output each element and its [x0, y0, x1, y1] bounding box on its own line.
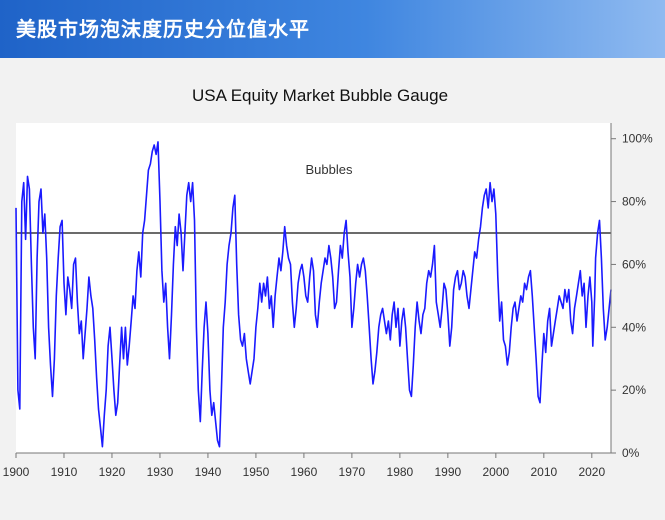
x-tick-label: 1910: [51, 465, 78, 479]
x-tick-label: 1900: [3, 465, 30, 479]
y-tick-label: 100%: [622, 132, 653, 146]
x-tick-label: 2010: [530, 465, 557, 479]
x-tick-label: 1950: [243, 465, 270, 479]
y-tick-label: 60%: [622, 257, 646, 271]
chart-title: USA Equity Market Bubble Gauge: [192, 86, 448, 105]
x-tick-label: 1930: [147, 465, 174, 479]
series-line-0: [15, 141, 612, 448]
x-tick-label: 1960: [291, 465, 318, 479]
chart-container: USA Equity Market Bubble Gauge Bubbles 0…: [0, 58, 665, 516]
x-tick-label: 1940: [195, 465, 222, 479]
x-tick-label: 1980: [387, 465, 414, 479]
y-tick-label: 0%: [622, 446, 640, 460]
x-tick-label: 1990: [435, 465, 462, 479]
bubbles-annotation: Bubbles: [306, 162, 353, 177]
y-tick-label: 40%: [622, 320, 646, 334]
x-tick-label: 1970: [339, 465, 366, 479]
x-tick-label: 1920: [99, 465, 126, 479]
y-tick-label: 20%: [622, 383, 646, 397]
page-header: 美股市场泡沫度历史分位值水平: [0, 0, 665, 58]
bubble-gauge-chart: USA Equity Market Bubble Gauge Bubbles 0…: [0, 58, 665, 516]
x-tick-label: 2020: [578, 465, 605, 479]
page-title: 美股市场泡沫度历史分位值水平: [16, 17, 310, 41]
y-tick-label: 80%: [622, 195, 646, 209]
x-tick-label: 2000: [482, 465, 509, 479]
